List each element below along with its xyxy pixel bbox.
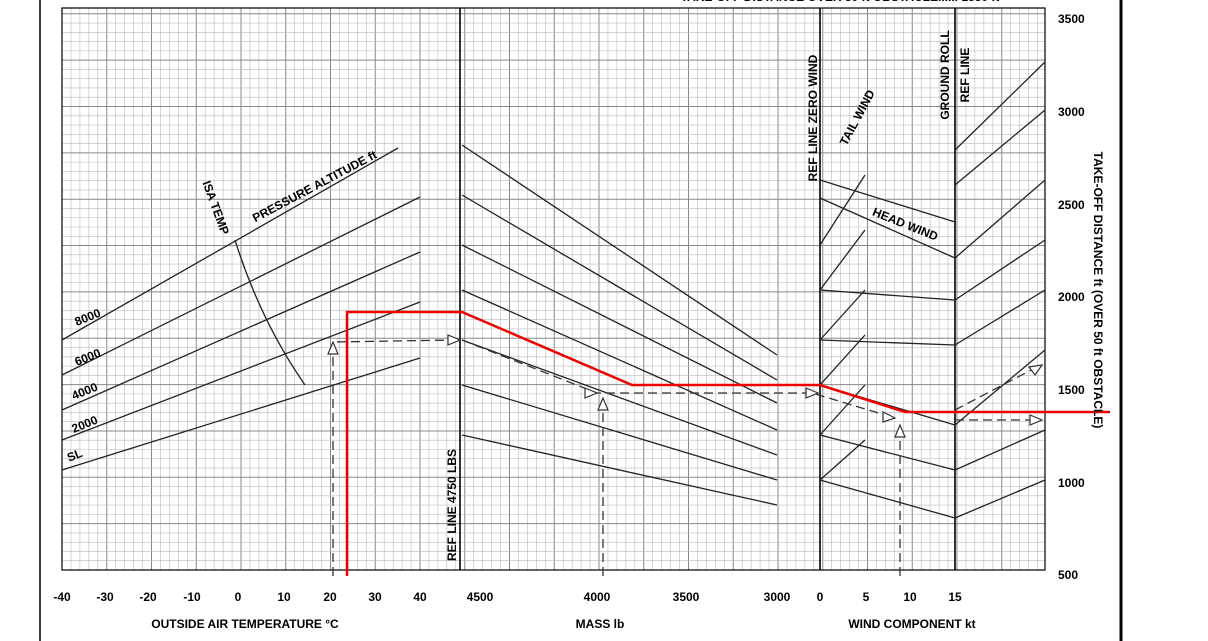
x-tick-label: 10 (277, 590, 291, 604)
grid (61, 7, 1046, 571)
x-tick-label: 0 (235, 590, 242, 604)
head-wind-lines (819, 179, 956, 519)
x-tick-label: 10 (903, 590, 917, 604)
axis-label: OUTSIDE AIR TEMPERATURE °C (151, 617, 339, 631)
y-tick-label: 1500 (1058, 383, 1085, 397)
annotation: PRESSURE ALTITUDE ft (250, 148, 379, 225)
y-tick-label: 2000 (1058, 290, 1085, 304)
x-tick-label: 15 (948, 590, 962, 604)
axis-label: MASS lb (576, 617, 625, 631)
x-tick-label: 3000 (764, 590, 791, 604)
altitude-lines (61, 147, 421, 471)
axis-label: TAKE-OFF DISTANCE ft (OVER 50 ft OBSTACL… (1091, 152, 1105, 429)
x-tick-label: 20 (323, 590, 337, 604)
altitude-label: 2000 (70, 413, 100, 436)
y-tick-label: 1000 (1058, 476, 1085, 490)
y-tick-label: 2500 (1058, 198, 1085, 212)
title: TAKE-OFF DISTANCE OVER 50 ft OBSTACLE...… (681, 0, 1000, 4)
x-tick-label: 4500 (467, 590, 494, 604)
x-tick-label: 0 (817, 590, 824, 604)
x-tick-label: -20 (139, 590, 157, 604)
altitude-label: SL (65, 446, 84, 465)
x-tick-label: 5 (863, 590, 870, 604)
annotation: GROUND ROLL (938, 30, 952, 119)
altitude-label: 6000 (73, 346, 103, 369)
x-tick-label: -10 (183, 590, 201, 604)
axis-label: WIND COMPONENT kt (848, 617, 975, 631)
ground-roll-lines (954, 61, 1046, 519)
x-tick-label: 30 (368, 590, 382, 604)
example-path (332, 339, 1036, 576)
y-tick-label: 3500 (1058, 12, 1085, 26)
mass-lines (461, 144, 778, 506)
x-tick-label: -40 (53, 590, 71, 604)
x-tick-label: 3500 (673, 590, 700, 604)
annotation: ISA TEMP (200, 179, 232, 237)
solution-line (345, 310, 1110, 576)
tail-wind-lines (819, 174, 866, 481)
annotation: REF LINE ZERO WIND (806, 54, 820, 181)
annotation: REF LINE (958, 48, 972, 103)
annotation: REF LINE 4750 LBS (445, 449, 459, 561)
annotation: TAIL WIND (837, 87, 878, 148)
isa-curve (234, 239, 306, 386)
y-tick-label: 500 (1058, 568, 1078, 582)
x-tick-label: 4000 (584, 590, 611, 604)
curves (61, 61, 1046, 519)
x-tick-label: 40 (413, 590, 427, 604)
arrows (327, 334, 1044, 438)
plot-border (61, 7, 1046, 571)
y-tick-label: 3000 (1058, 105, 1085, 119)
x-tick-label: -30 (96, 590, 114, 604)
